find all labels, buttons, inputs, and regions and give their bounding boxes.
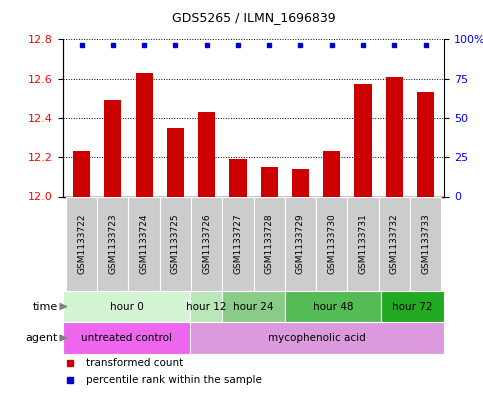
Bar (222, 196, 254, 291)
Text: time: time (33, 301, 58, 312)
Bar (355, 84, 371, 196)
Bar (190, 291, 222, 322)
Text: hour 48: hour 48 (313, 301, 354, 312)
Text: GSM1133731: GSM1133731 (358, 213, 368, 274)
Text: GSM1133724: GSM1133724 (140, 213, 149, 274)
Bar (417, 92, 434, 196)
Bar (316, 196, 347, 291)
Bar (198, 112, 215, 196)
Bar (222, 291, 285, 322)
Bar (136, 73, 153, 196)
Text: GSM1133722: GSM1133722 (77, 213, 86, 274)
Text: percentile rank within the sample: percentile rank within the sample (85, 375, 262, 385)
Bar (285, 196, 316, 291)
Bar (97, 196, 128, 291)
Text: GDS5265 / ILMN_1696839: GDS5265 / ILMN_1696839 (172, 11, 335, 24)
Bar (292, 169, 309, 196)
Text: GSM1133728: GSM1133728 (265, 213, 274, 274)
Bar (73, 151, 90, 196)
Bar (410, 196, 441, 291)
Bar (66, 196, 97, 291)
Text: mycophenolic acid: mycophenolic acid (268, 333, 366, 343)
Bar (323, 151, 341, 196)
Text: hour 0: hour 0 (110, 301, 143, 312)
Bar (254, 196, 285, 291)
Bar (191, 196, 222, 291)
Bar (381, 291, 444, 322)
Bar (104, 100, 121, 196)
Text: hour 24: hour 24 (233, 301, 274, 312)
Bar (167, 128, 184, 196)
Bar (285, 291, 381, 322)
Text: GSM1133725: GSM1133725 (171, 213, 180, 274)
Bar (128, 196, 160, 291)
Text: GSM1133723: GSM1133723 (108, 213, 117, 274)
Text: GSM1133727: GSM1133727 (233, 213, 242, 274)
Bar (63, 322, 190, 354)
Bar (160, 196, 191, 291)
Text: GSM1133732: GSM1133732 (390, 213, 399, 274)
Text: GSM1133733: GSM1133733 (421, 213, 430, 274)
Text: GSM1133726: GSM1133726 (202, 213, 211, 274)
Bar (190, 322, 444, 354)
Bar (379, 196, 410, 291)
Text: transformed count: transformed count (85, 358, 183, 367)
Bar (63, 291, 190, 322)
Bar (261, 167, 278, 196)
Bar (347, 196, 379, 291)
Text: untreated control: untreated control (81, 333, 172, 343)
Text: hour 72: hour 72 (392, 301, 433, 312)
Text: hour 12: hour 12 (185, 301, 226, 312)
Text: agent: agent (26, 333, 58, 343)
Text: GSM1133730: GSM1133730 (327, 213, 336, 274)
Bar (386, 77, 403, 196)
Bar (229, 159, 246, 196)
Text: GSM1133729: GSM1133729 (296, 213, 305, 274)
